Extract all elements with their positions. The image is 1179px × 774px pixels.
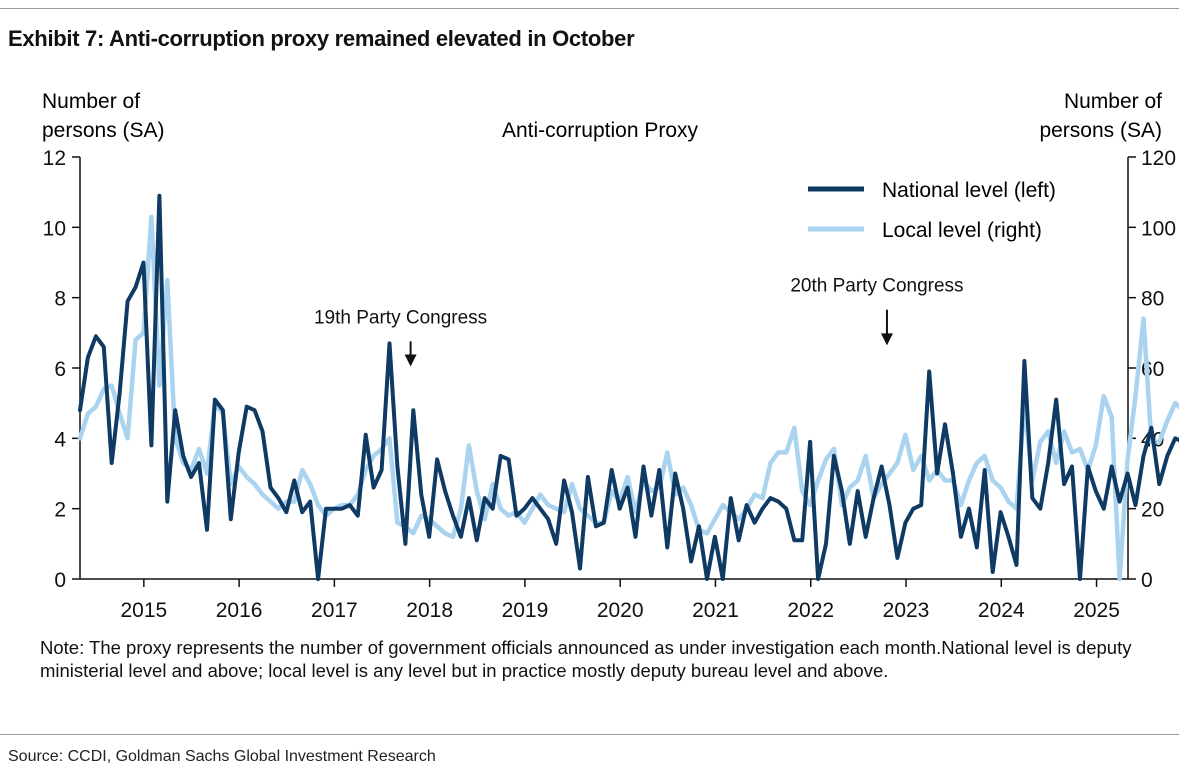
- legend-label-local: Local level (right): [882, 219, 1042, 242]
- left-tick-label: 8: [54, 288, 66, 311]
- x-tick-label: 2022: [787, 599, 834, 622]
- x-tick-label: 2018: [406, 599, 453, 622]
- x-tick-label: 2024: [978, 599, 1025, 622]
- x-tick-label: 2025: [1073, 599, 1120, 622]
- left-tick-label: 10: [43, 217, 66, 240]
- right-tick-label: 20: [1141, 499, 1164, 522]
- x-tick-label: 2015: [120, 599, 167, 622]
- x-tick-label: 2023: [883, 599, 930, 622]
- right-axis-label-line1: Number of: [1064, 90, 1162, 113]
- right-axis-label-line2: persons (SA): [1039, 119, 1162, 142]
- left-tick-label: 4: [54, 428, 66, 451]
- x-tick-label: 2020: [597, 599, 644, 622]
- annotation-label: 20th Party Congress: [790, 276, 963, 297]
- left-tick-label: 6: [54, 358, 66, 381]
- legend-label-national: National level (left): [882, 179, 1056, 202]
- right-tick-label: 120: [1141, 147, 1176, 170]
- x-tick-label: 2021: [692, 599, 739, 622]
- left-tick-label: 0: [54, 569, 66, 592]
- left-tick-label: 12: [43, 147, 66, 170]
- left-axis-label-line2: persons (SA): [42, 119, 165, 142]
- right-tick-label: 80: [1141, 288, 1164, 311]
- right-tick-label: 0: [1141, 569, 1153, 592]
- series-layer: [77, 193, 1179, 582]
- x-tick-label: 2019: [502, 599, 549, 622]
- series-national-line: [78, 193, 1179, 581]
- right-tick-label: 100: [1141, 217, 1176, 240]
- chart-note: Note: The proxy represents the number of…: [40, 637, 1132, 681]
- source-line: Source: CCDI, Goldman Sachs Global Inves…: [8, 748, 436, 765]
- x-tick-label: 2017: [311, 599, 358, 622]
- chart-title: Anti-corruption Proxy: [502, 119, 699, 142]
- annotation-label: 19th Party Congress: [314, 307, 487, 328]
- annotations: 19th Party Congress 20th Party Congress: [314, 276, 964, 367]
- annotation-arrow-head: [880, 333, 893, 346]
- left-axis-label-line1: Number of: [42, 90, 140, 113]
- bottom-rule: [0, 734, 1179, 735]
- legend: National level (left) Local level (right…: [808, 179, 1056, 242]
- series-local-line: [77, 214, 1179, 582]
- x-tick-label: 2016: [216, 599, 263, 622]
- annotation-arrow-head: [404, 354, 417, 367]
- exhibit-title: Exhibit 7: Anti-corruption proxy remaine…: [8, 26, 635, 51]
- left-tick-label: 2: [54, 499, 66, 522]
- top-rule: [0, 8, 1179, 9]
